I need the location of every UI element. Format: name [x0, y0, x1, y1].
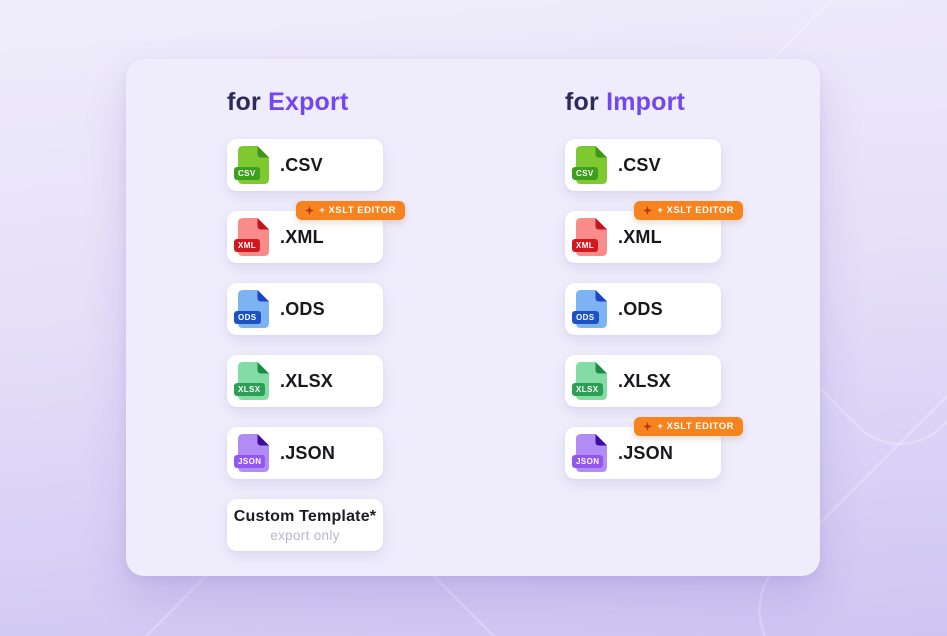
xlsx-chip-label: XLSX [572, 383, 603, 396]
xml-chip-label: XML [234, 239, 261, 252]
csv-chip-label: CSV [234, 167, 260, 180]
import-column: for Import CSV .CSV + XSLT EDITOR XML . [565, 86, 743, 499]
xslt-editor-badge-label: + XSLT EDITOR [657, 205, 734, 216]
json-file-icon: JSON [234, 434, 269, 472]
csv-file-icon: CSV [234, 146, 269, 184]
xslt-editor-badge-label: + XSLT EDITOR [319, 205, 396, 216]
format-card-json: + XSLT EDITOR JSON .JSON [565, 417, 743, 479]
title-accent: Export [268, 88, 349, 116]
format-label: .XML [280, 226, 324, 247]
xlsx-file-icon: XLSX [234, 362, 269, 400]
format-label: .CSV [618, 154, 661, 175]
ods-file-icon: ODS [572, 290, 607, 328]
xslt-editor-badge: + XSLT EDITOR [296, 201, 405, 220]
format-label: .XLSX [618, 370, 672, 391]
xlsx-chip-label: XLSX [234, 383, 265, 396]
title-prefix: for [227, 88, 261, 116]
format-card-json: JSON .JSON [227, 427, 383, 479]
export-column-title: for Export [227, 86, 383, 118]
json-chip-label: JSON [572, 455, 604, 468]
import-column-title: for Import [565, 86, 721, 118]
format-card-ods: ODS .ODS [565, 283, 721, 335]
format-label: .XML [618, 226, 662, 247]
custom-template-subtitle: export only [270, 527, 340, 543]
ods-file-icon: ODS [234, 290, 269, 328]
format-card-xlsx: XLSX .XLSX [565, 355, 721, 407]
ods-chip-label: ODS [234, 311, 261, 324]
format-card-xml: + XSLT EDITOR XML .XML [227, 201, 405, 263]
title-accent: Import [606, 88, 686, 116]
xml-file-icon: XML [572, 218, 607, 256]
format-label: .JSON [280, 442, 336, 463]
xml-file-icon: XML [234, 218, 269, 256]
format-label: .XLSX [280, 370, 334, 391]
xslt-editor-badge-label: + XSLT EDITOR [657, 421, 734, 432]
format-label: .CSV [280, 154, 323, 175]
sparkle-icon [305, 206, 315, 215]
json-chip-label: JSON [234, 455, 266, 468]
format-card-csv: CSV .CSV [227, 139, 383, 191]
formats-panel: for Export CSV .CSV + XSLT EDITOR XML . [126, 59, 820, 576]
csv-chip-label: CSV [572, 167, 598, 180]
format-card-xlsx: XLSX .XLSX [227, 355, 383, 407]
format-card-csv: CSV .CSV [565, 139, 721, 191]
xslt-editor-badge: + XSLT EDITOR [634, 417, 743, 436]
title-prefix: for [565, 88, 599, 116]
json-file-icon: JSON [572, 434, 607, 472]
ods-chip-label: ODS [572, 311, 599, 324]
format-card-xml: + XSLT EDITOR XML .XML [565, 201, 743, 263]
export-card-list: CSV .CSV + XSLT EDITOR XML .XML ODS [227, 139, 405, 551]
custom-template-card: Custom Template* export only [227, 499, 383, 551]
import-card-list: CSV .CSV + XSLT EDITOR XML .XML ODS [565, 139, 743, 479]
custom-template-title: Custom Template* [233, 507, 377, 525]
format-label: .JSON [618, 442, 674, 463]
export-column: for Export CSV .CSV + XSLT EDITOR XML . [227, 86, 405, 551]
csv-file-icon: CSV [572, 146, 607, 184]
format-label: .ODS [280, 298, 325, 319]
xlsx-file-icon: XLSX [572, 362, 607, 400]
sparkle-icon [643, 206, 653, 215]
xml-chip-label: XML [572, 239, 599, 252]
xslt-editor-badge: + XSLT EDITOR [634, 201, 743, 220]
format-label: .ODS [618, 298, 663, 319]
format-card-ods: ODS .ODS [227, 283, 383, 335]
sparkle-icon [643, 422, 653, 431]
